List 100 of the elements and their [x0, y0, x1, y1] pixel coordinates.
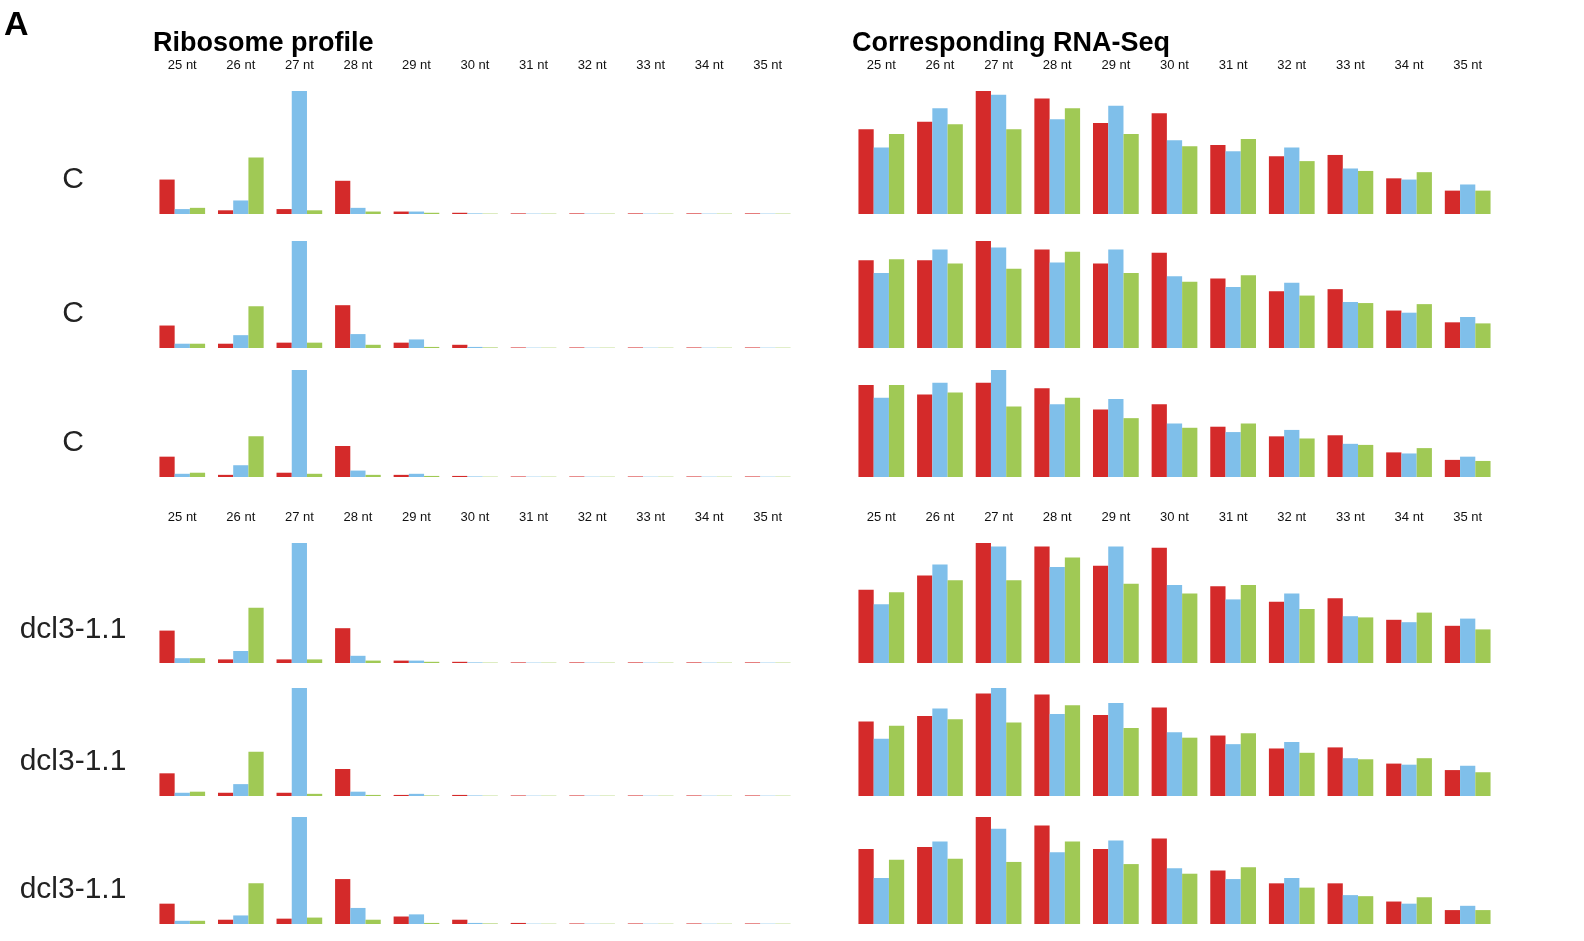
bar — [1034, 694, 1050, 796]
bar — [1475, 190, 1491, 214]
bar — [1444, 910, 1461, 924]
bar — [932, 382, 948, 477]
bar — [217, 474, 234, 477]
bar — [1386, 763, 1402, 796]
x-tick-label: 27 nt — [284, 57, 315, 72]
bar — [1049, 119, 1065, 214]
bar — [917, 846, 933, 924]
bar — [1210, 145, 1226, 214]
bar — [1416, 304, 1432, 348]
bar — [335, 180, 351, 214]
x-tick-label: 35 nt — [753, 57, 783, 72]
bar — [217, 343, 234, 348]
bar — [1284, 282, 1300, 348]
bar — [276, 472, 292, 477]
bar — [1327, 883, 1343, 924]
bar — [276, 918, 292, 924]
bar — [858, 589, 874, 663]
bar — [947, 580, 963, 663]
bar — [1342, 443, 1359, 477]
x-tick-label: 33 nt — [636, 57, 666, 72]
bar — [1049, 713, 1065, 796]
bar — [1108, 398, 1124, 477]
x-tick-label: 34 nt — [694, 509, 725, 524]
bar — [1475, 460, 1491, 477]
bar — [1327, 435, 1343, 477]
bar — [1006, 580, 1022, 663]
x-tick-label: 28 nt — [1042, 57, 1073, 72]
bar — [873, 738, 889, 796]
bar — [350, 655, 366, 663]
bar — [1182, 427, 1198, 477]
bar — [1006, 722, 1022, 796]
bar — [335, 628, 351, 663]
bar — [1342, 758, 1359, 796]
bar — [335, 305, 351, 348]
bar — [350, 207, 366, 214]
bar — [233, 465, 249, 477]
bar — [1386, 901, 1402, 924]
bar — [174, 473, 190, 477]
bar — [1064, 397, 1081, 477]
bar — [189, 472, 206, 477]
bar — [335, 769, 351, 796]
y-axis-title: dcl3-1.1 — [19, 610, 127, 644]
bar — [174, 343, 190, 348]
y-axis-title: dcl3-1.1 — [19, 871, 127, 905]
bar — [1358, 617, 1374, 663]
bar — [233, 200, 249, 214]
bar — [1386, 619, 1402, 663]
bar — [947, 858, 963, 924]
bar — [917, 394, 933, 477]
x-tick-label: 31 nt — [519, 509, 549, 524]
bar — [393, 474, 409, 477]
bar — [1475, 772, 1491, 796]
bar — [408, 914, 425, 924]
bar — [873, 604, 889, 663]
bar — [932, 108, 948, 214]
bar — [1240, 275, 1256, 348]
bar — [174, 792, 190, 796]
x-tick-label: 25 nt — [167, 509, 198, 524]
bar — [1299, 609, 1315, 663]
bar — [1358, 170, 1374, 214]
bar — [174, 920, 190, 924]
bar — [1064, 841, 1081, 924]
bar — [1284, 147, 1300, 214]
x-tick-label: 32 nt — [1277, 57, 1307, 72]
bar — [306, 917, 323, 924]
bar — [1108, 840, 1124, 924]
bar — [1182, 281, 1198, 348]
y-axis-title: C — [62, 424, 84, 458]
x-tick-label: 28 nt — [1042, 509, 1073, 524]
bar — [917, 716, 933, 796]
bar — [1240, 733, 1256, 796]
bar — [1182, 873, 1198, 924]
x-tick-label: 25 nt — [866, 509, 897, 524]
bar — [932, 564, 948, 663]
bar — [233, 335, 249, 348]
x-tick-label: 29 nt — [1101, 57, 1131, 72]
bar — [189, 920, 206, 924]
bar — [393, 916, 409, 924]
bar — [947, 719, 963, 796]
bar — [1268, 291, 1285, 348]
bar — [1093, 409, 1109, 477]
bar — [350, 907, 366, 924]
bar — [159, 325, 175, 348]
bar — [1386, 452, 1402, 477]
bar — [1444, 322, 1461, 348]
bar — [1151, 547, 1167, 663]
bar — [858, 260, 874, 348]
bar — [1444, 770, 1461, 796]
bar — [276, 659, 292, 663]
bar — [233, 651, 249, 663]
x-tick-label: 26 nt — [226, 509, 256, 524]
bar — [1123, 583, 1139, 663]
bar — [1268, 601, 1285, 663]
y-axis-title: dcl3-1.1 — [19, 742, 127, 776]
bar — [1342, 301, 1359, 348]
bar — [1460, 618, 1476, 663]
bar — [233, 784, 249, 796]
bar — [306, 659, 323, 663]
